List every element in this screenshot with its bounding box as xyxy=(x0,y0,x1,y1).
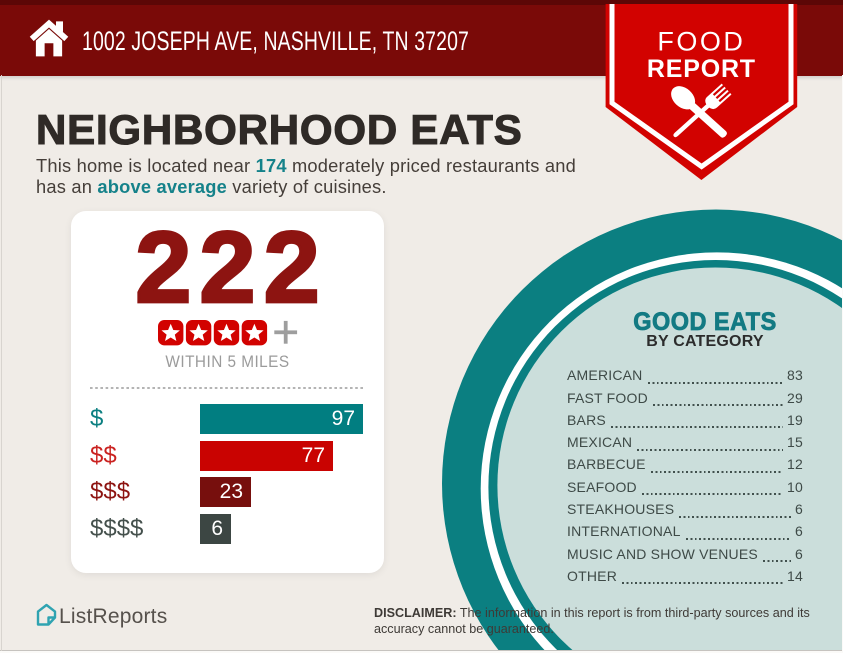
svg-text:FOOD: FOOD xyxy=(657,27,745,57)
svg-text:REPORT: REPORT xyxy=(647,55,756,83)
